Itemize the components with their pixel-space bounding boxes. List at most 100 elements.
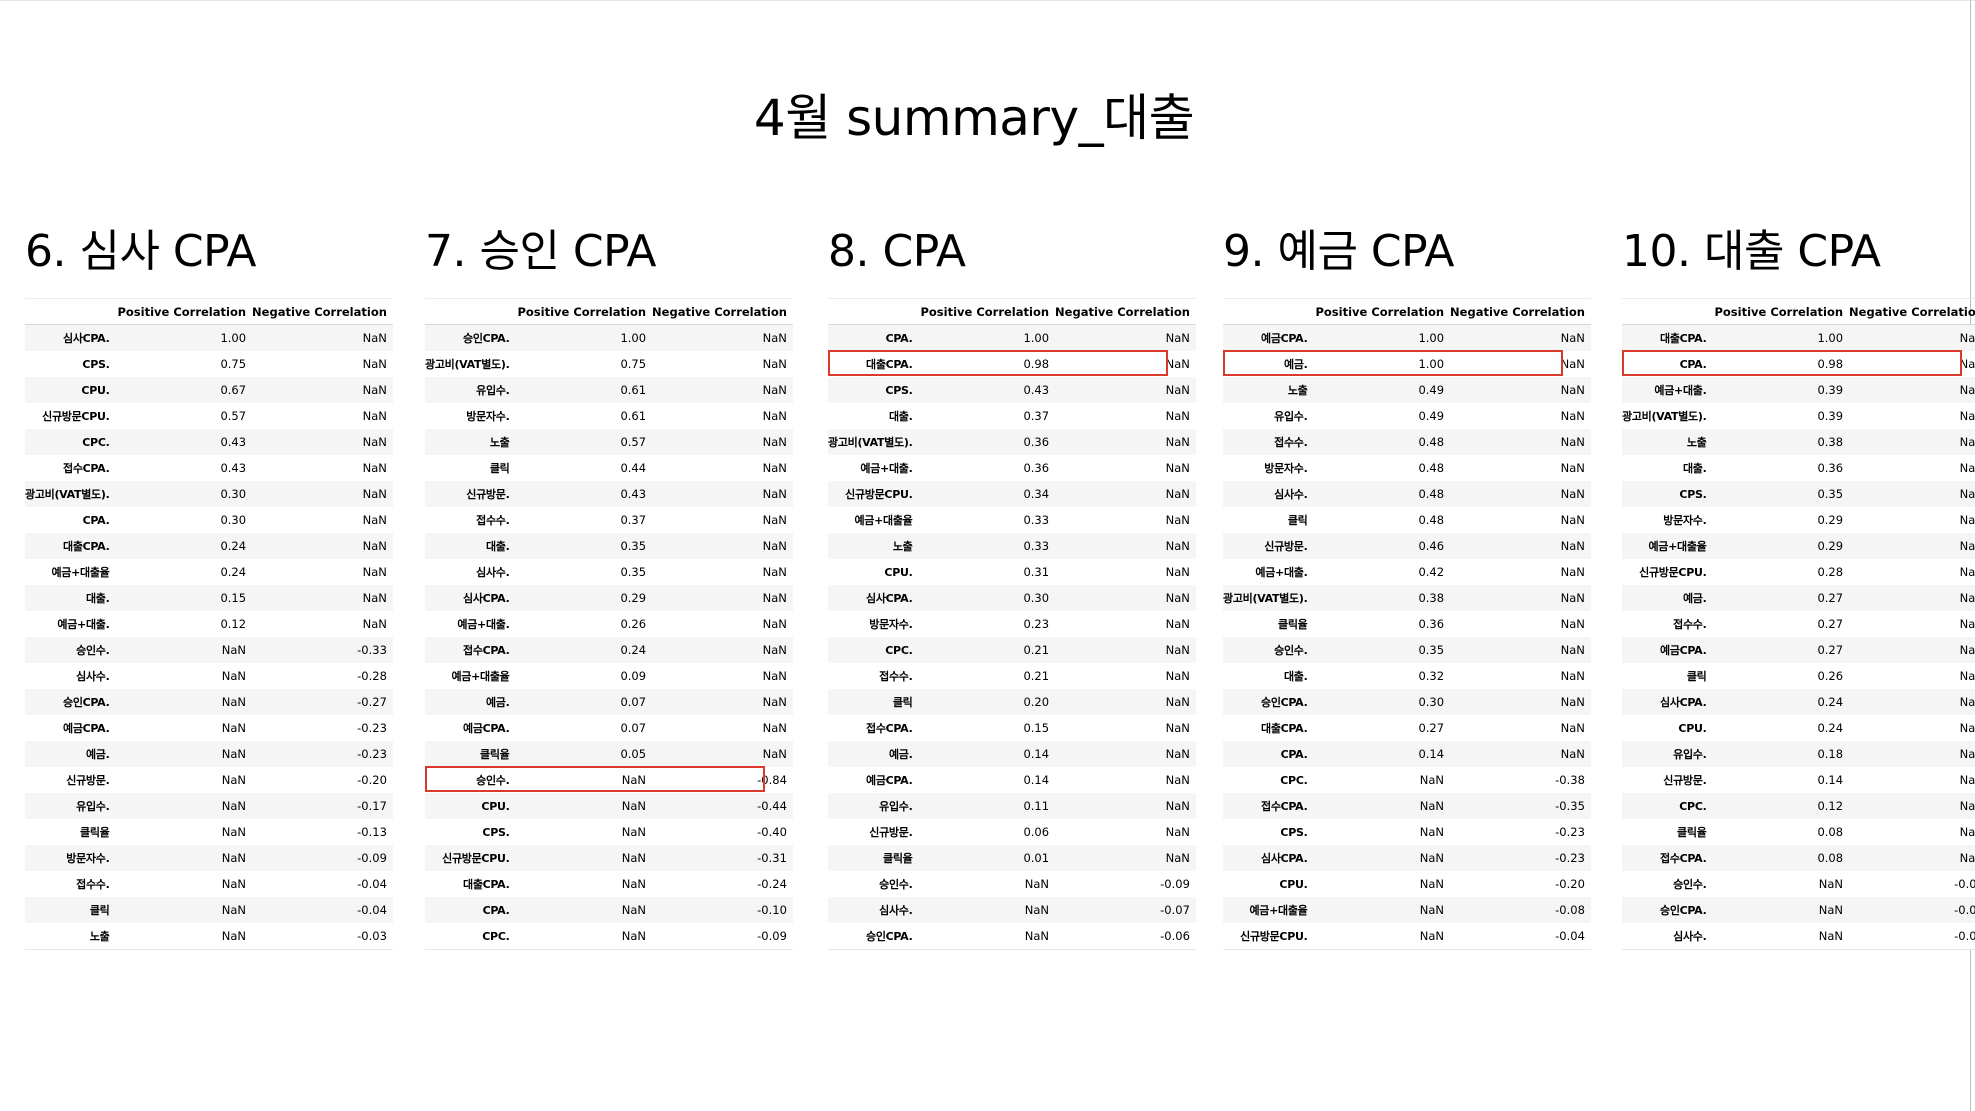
positive-value: NaN [1315, 871, 1450, 897]
negative-value: -0.03 [252, 923, 393, 950]
table-row: 접수CPA. NaN -0.35 [1223, 793, 1591, 819]
row-label: 심사수. [1622, 923, 1714, 950]
row-label: 심사CPA. [828, 585, 920, 611]
negative-value: -0.17 [252, 793, 393, 819]
negative-value: -0.09 [652, 923, 793, 950]
table-row: 대출. 0.37 NaN [828, 403, 1196, 429]
row-label: 광고비(VAT별도). [1223, 585, 1315, 611]
negative-value: NaN [1055, 377, 1196, 403]
row-label: CPA. [1622, 351, 1714, 377]
positive-value: 0.15 [920, 715, 1055, 741]
row-label: CPC. [425, 923, 517, 950]
positive-value: 0.30 [1315, 689, 1450, 715]
table-row: 대출CPA. NaN -0.24 [425, 871, 793, 897]
negative-value: NaN [1450, 663, 1591, 689]
positive-value: 0.36 [920, 429, 1055, 455]
negative-value: NaN [1055, 767, 1196, 793]
negative-value: -0.04 [1450, 923, 1591, 950]
positive-value: NaN [117, 767, 252, 793]
table-row: CPU. NaN -0.44 [425, 793, 793, 819]
negative-value: NaN [1849, 377, 1975, 403]
positive-value: 0.24 [1714, 689, 1849, 715]
negative-value: NaN [1055, 793, 1196, 819]
negative-value: NaN [652, 689, 793, 715]
table-row: 접수수. 0.37 NaN [425, 507, 793, 533]
row-label: 클릭율 [828, 845, 920, 871]
positive-value: 0.46 [1315, 533, 1450, 559]
negative-value: NaN [252, 585, 393, 611]
negative-value: NaN [652, 481, 793, 507]
row-label: 신규방문. [1622, 767, 1714, 793]
table-row: 클릭 0.20 NaN [828, 689, 1196, 715]
negative-value: NaN [652, 637, 793, 663]
negative-value: NaN [1055, 559, 1196, 585]
row-label: 예금CPA. [828, 767, 920, 793]
negative-value: NaN [1849, 819, 1975, 845]
negative-value: NaN [1450, 403, 1591, 429]
positive-value: 0.75 [517, 351, 652, 377]
table-row: 심사CPA. 0.29 NaN [425, 585, 793, 611]
row-label: 방문자수. [828, 611, 920, 637]
table-row: 유입수. 0.61 NaN [425, 377, 793, 403]
negative-value: NaN [652, 663, 793, 689]
table-row: 클릭 NaN -0.04 [25, 897, 393, 923]
table-row: 방문자수. 0.23 NaN [828, 611, 1196, 637]
positive-value: NaN [1714, 923, 1849, 950]
positive-value: 0.27 [1315, 715, 1450, 741]
table-row: 승인CPA. 1.00 NaN [425, 325, 793, 352]
positive-value: 0.20 [920, 689, 1055, 715]
table-row: 예금+대출. 0.36 NaN [828, 455, 1196, 481]
table-row: 승인CPA. 0.30 NaN [1223, 689, 1591, 715]
table-row: 클릭율 0.01 NaN [828, 845, 1196, 871]
negative-value: NaN [1450, 507, 1591, 533]
positive-value: 0.21 [920, 663, 1055, 689]
table-row: 대출. 0.35 NaN [425, 533, 793, 559]
row-label: 승인CPA. [1622, 897, 1714, 923]
panel-title: 10. 대출 CPA [1622, 222, 1967, 282]
table-row: 광고비(VAT별도).0.39NaN [1622, 403, 1975, 429]
positive-value: NaN [1315, 845, 1450, 871]
table-row: 접수CPA. 0.24 NaN [425, 637, 793, 663]
table-row: CPU. 0.67 NaN [25, 377, 393, 403]
positive-value: NaN [517, 793, 652, 819]
row-label: 예금. [1622, 585, 1714, 611]
table-row: 예금. 0.14 NaN [828, 741, 1196, 767]
negative-value: NaN [252, 481, 393, 507]
row-label: 승인CPA. [425, 325, 517, 352]
negative-value: -0.08 [1450, 897, 1591, 923]
table-row: 예금+대출율 0.09 NaN [425, 663, 793, 689]
row-label: CPA. [425, 897, 517, 923]
table-row: 접수CPA.0.08NaN [1622, 845, 1975, 871]
table-row: 승인수. NaN -0.84 [425, 767, 793, 793]
positive-value: 0.14 [920, 741, 1055, 767]
row-label: 접수CPA. [25, 455, 117, 481]
positive-value: 0.43 [117, 429, 252, 455]
table-row: 심사수. 0.35 NaN [425, 559, 793, 585]
positive-value: 0.38 [1315, 585, 1450, 611]
negative-value: NaN [1055, 585, 1196, 611]
row-label: 광고비(VAT별도). [1622, 403, 1714, 429]
negative-correlation-header: Negative Correlation [1055, 299, 1196, 325]
negative-value: NaN [1450, 611, 1591, 637]
table-row: 승인수. 0.35 NaN [1223, 637, 1591, 663]
positive-value: 0.27 [1714, 637, 1849, 663]
positive-value: 0.11 [920, 793, 1055, 819]
row-label: 클릭율 [1223, 611, 1315, 637]
positive-value: NaN [517, 767, 652, 793]
index-header [1223, 299, 1315, 325]
positive-value: 0.18 [1714, 741, 1849, 767]
negative-value: NaN [1849, 741, 1975, 767]
row-label: 예금CPA. [25, 715, 117, 741]
positive-value: 0.43 [517, 481, 652, 507]
row-label: 접수수. [1622, 611, 1714, 637]
positive-value: 0.67 [117, 377, 252, 403]
positive-value: 0.33 [920, 507, 1055, 533]
negative-value: NaN [1055, 845, 1196, 871]
negative-value: NaN [652, 559, 793, 585]
positive-value: 0.61 [517, 377, 652, 403]
row-label: 예금+대출율 [828, 507, 920, 533]
negative-value: NaN [1849, 481, 1975, 507]
